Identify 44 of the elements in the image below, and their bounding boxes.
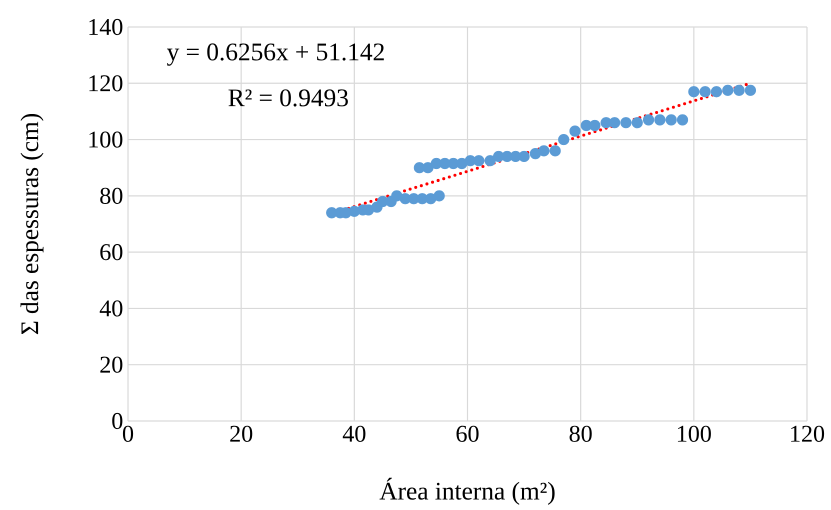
point [700, 86, 711, 98]
point [589, 120, 600, 132]
x-tick-label: 60 [456, 426, 479, 442]
y-tick-label: 40 [100, 300, 122, 317]
point [518, 150, 530, 162]
point [676, 114, 688, 126]
y-tick-label: 100 [89, 131, 122, 148]
point [456, 158, 468, 170]
point [654, 114, 666, 126]
point [422, 162, 434, 174]
point [722, 84, 734, 96]
point [733, 84, 745, 96]
point [632, 117, 643, 128]
point [473, 155, 484, 166]
x-tick-label: 100 [678, 426, 711, 442]
x-tick-label: 40 [342, 426, 366, 442]
x-tick-label: 20 [230, 426, 252, 442]
point [550, 145, 561, 156]
point [688, 86, 700, 98]
point [538, 145, 550, 156]
y-axis-title: Σ das espessuras (cm) [20, 114, 44, 334]
annotation: R² = 0.9493 [228, 89, 348, 107]
point [620, 117, 632, 128]
point [434, 190, 445, 202]
point [569, 126, 581, 137]
y-tick-label: 0 [112, 412, 122, 430]
point [558, 134, 570, 146]
point [484, 155, 496, 166]
x-tick-label: 0 [122, 426, 134, 442]
point [391, 190, 402, 202]
y-tick-label: 60 [100, 244, 122, 260]
y-tick-label: 80 [100, 188, 122, 204]
annotation: y = 0.6256x + 51.142 [166, 43, 384, 66]
x-tick-label: 120 [791, 426, 824, 442]
y-tick-label: 120 [89, 75, 122, 92]
y-tick-label: 140 [89, 18, 122, 36]
x-axis-title: Área interna (m²) [380, 478, 555, 505]
point [744, 84, 756, 96]
x-tick-label: 80 [570, 426, 592, 442]
point [710, 86, 722, 98]
point [642, 114, 654, 126]
point [666, 114, 677, 126]
point [609, 117, 620, 128]
y-tick-label: 20 [100, 356, 122, 373]
